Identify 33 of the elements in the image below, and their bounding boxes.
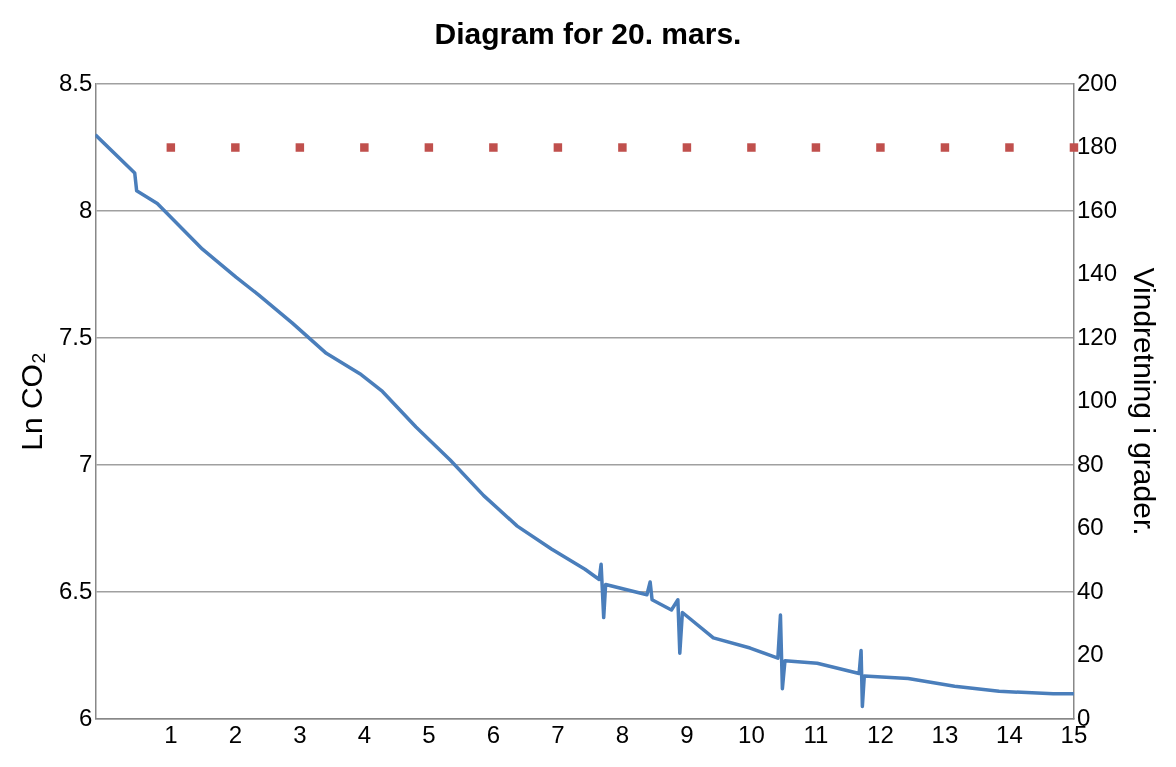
y2-tick-label: 20 [1076,640,1104,668]
x-tick-label: 4 [357,721,372,749]
x-tick-label: 10 [738,721,765,749]
x-tick-label: 1 [164,721,178,749]
y-tick-label: 8 [79,195,93,223]
y-tick-label: 7 [79,449,93,477]
y2-tick-label: 160 [1076,195,1117,223]
x-tick-label: 6 [486,721,501,749]
y-tick-label: 7.5 [58,322,93,350]
y-tick-label: 6.5 [58,576,93,604]
x-tick-label: 11 [803,721,829,749]
x-tick-label: 2 [228,721,243,749]
x-tick-label: 12 [867,721,894,749]
x-tick-label: 13 [931,721,959,749]
x-tick-label: 3 [293,721,307,749]
y2-tick-label: 100 [1076,386,1117,414]
x-tick-label: 8 [615,721,630,749]
y-tick-label: 8.5 [58,68,93,96]
y2-tick-label: 60 [1076,513,1104,541]
y2-axis-title: Vindretning i grader. [1127,267,1161,536]
y2-tick-label: 140 [1076,259,1117,287]
y-tick-label: 6 [79,703,93,731]
x-tick-label: 7 [551,721,565,749]
x-tick-label: 5 [422,721,436,749]
y-axis-title: Ln CO₂ [15,352,49,451]
y2-tick-label: 80 [1076,449,1104,477]
chart-title: Diagram for 20. mars. [434,17,742,51]
y2-tick-label: 180 [1076,132,1117,160]
y2-tick-label: 40 [1076,576,1104,604]
x-tick-label: 9 [680,721,694,749]
y2-tick-label: 200 [1076,68,1117,96]
x-tick-label: 14 [996,721,1023,749]
y2-tick-label: 120 [1076,322,1117,350]
